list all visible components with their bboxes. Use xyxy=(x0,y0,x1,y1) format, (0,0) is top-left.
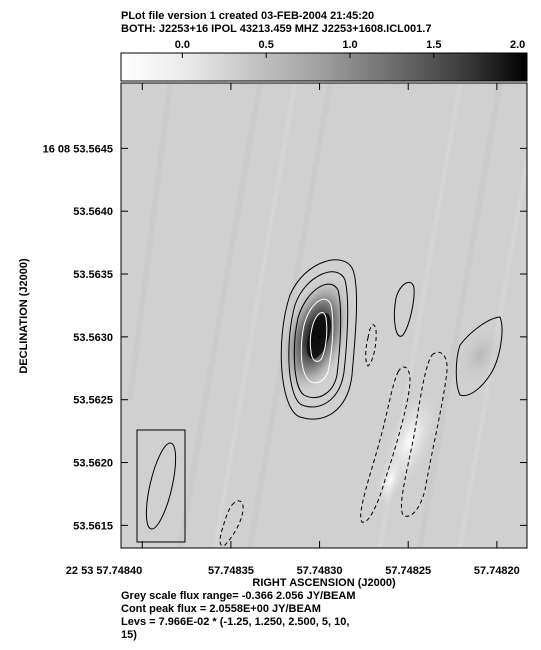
colorbar-tick-label: 1.5 xyxy=(426,39,441,51)
y-tick-label: 53.5615 xyxy=(73,520,113,532)
colorbar xyxy=(120,52,528,82)
footer-levels: Levs = 7.966E-02 * (-1.25, 1.250, 2.500,… xyxy=(121,616,350,628)
contour-level-1 xyxy=(280,259,358,420)
beam-ellipse xyxy=(145,442,177,530)
plot-header-line1: PLot file version 1 created 03-FEB-2004 … xyxy=(121,10,375,22)
x-tick-label: 57.74830 xyxy=(297,565,343,577)
plot-header-line2: BOTH: J2253+16 IPOL 43213.459 MHZ J2253+… xyxy=(121,23,432,35)
colorbar-tick-label: 0.5 xyxy=(259,39,274,51)
plot-frame xyxy=(120,82,528,549)
y-tick-label: 53.5630 xyxy=(73,332,113,344)
peak-point xyxy=(318,335,322,339)
y-tick-label: 53.5635 xyxy=(73,269,113,281)
y-tick-label: 16 08 53.5645 xyxy=(43,143,113,155)
x-axis-label: RIGHT ASCENSION (J2000) xyxy=(252,577,396,589)
contour-positive-north xyxy=(393,281,415,337)
y-axis-ticks: 16 08 53.5645 53.5640 53.5635 53.5630 53.562… xyxy=(43,143,527,532)
footer-peak-flux: Cont peak flux = 2.0558E+00 JY/BEAM xyxy=(121,603,321,615)
contour-level-5 xyxy=(309,312,328,362)
contour-level-4 xyxy=(300,298,334,384)
colorbar-tick-label: 1.0 xyxy=(342,39,357,51)
x-tick-label: 57.74820 xyxy=(474,565,520,577)
contour-level-3 xyxy=(293,283,342,399)
y-axis-label: DECLINATION (J2000) xyxy=(18,258,30,374)
colorbar-tick-label: 0.0 xyxy=(175,39,190,51)
x-axis-ticks: 22 53 57.74840 57.74835 57.74830 57.74825 57… xyxy=(66,83,520,577)
x-tick-label: 57.74825 xyxy=(385,565,431,577)
colorbar-ticks: 0.0 0.5 1.0 1.5 2.0 xyxy=(175,39,525,58)
x-tick-label: 22 53 57.74840 xyxy=(66,565,142,577)
y-tick-label: 53.5640 xyxy=(73,206,113,218)
footer-levels-cont: 15) xyxy=(121,629,137,641)
contour-positive-east xyxy=(455,316,503,397)
colorbar-tick-label: 2.0 xyxy=(510,39,525,51)
beam-box xyxy=(136,429,186,543)
contour-negative xyxy=(219,324,448,547)
flux-image xyxy=(121,83,527,548)
contour-level-2 xyxy=(288,271,349,408)
contour-lines xyxy=(136,259,503,547)
y-tick-label: 53.5625 xyxy=(73,395,113,407)
peak-marker xyxy=(318,335,322,339)
x-tick-label: 57.74835 xyxy=(208,565,254,577)
footer-flux-range: Grey scale flux range= -0.366 2.056 JY/B… xyxy=(121,590,356,602)
y-tick-label: 53.5620 xyxy=(73,458,113,470)
